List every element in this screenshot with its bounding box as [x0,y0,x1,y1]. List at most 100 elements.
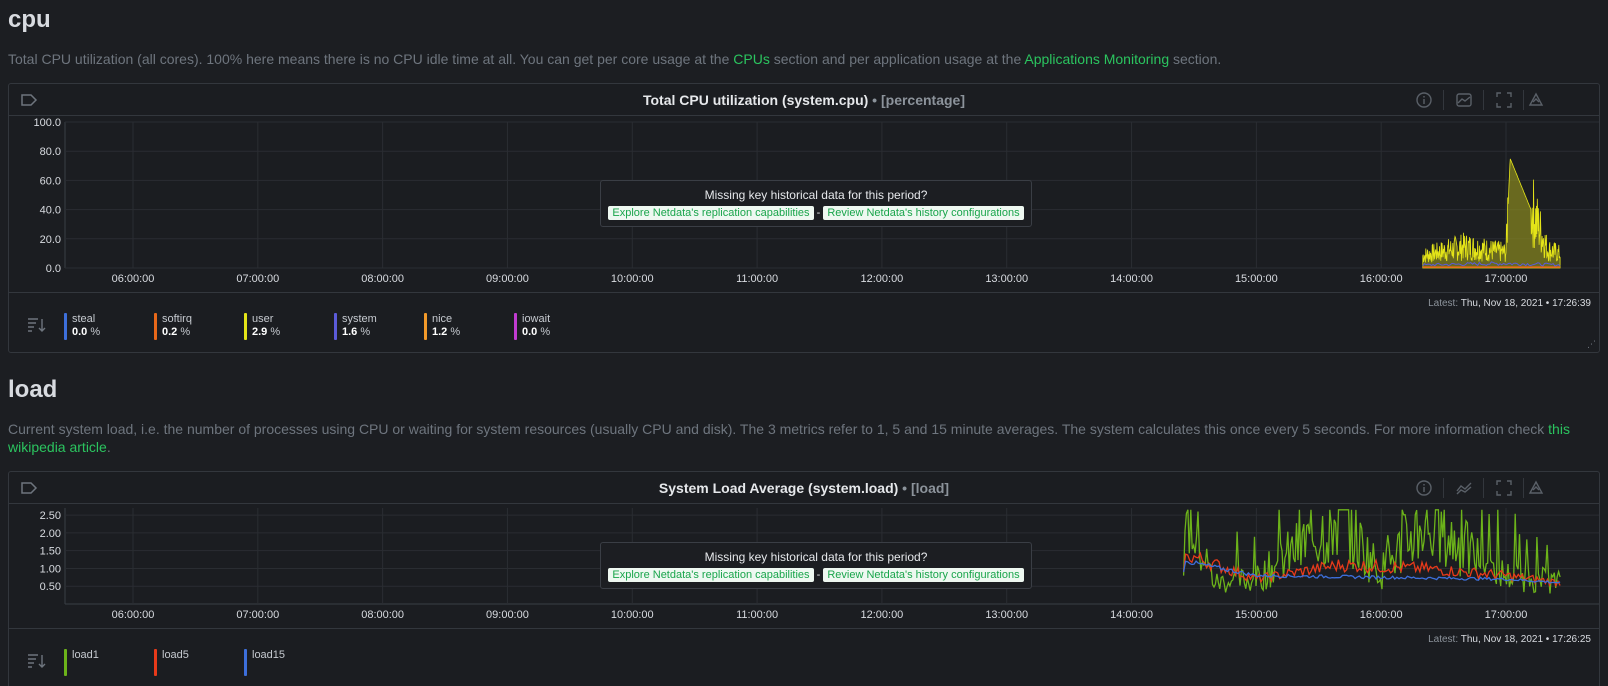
cpu-desc-text: Total CPU utilization (all cores). 100% … [8,51,734,67]
legend-swatch [64,649,67,676]
legend-swatch [64,313,67,340]
chart-tag-icon[interactable] [20,480,38,496]
cpu-description: Total CPU utilization (all cores). 100% … [8,50,1600,68]
legend-name: softirq [162,313,192,325]
chart-type-icon[interactable] [1455,91,1473,109]
legend-dimension-softirq[interactable]: softirq 0.2 % [154,313,234,341]
cpu-y-tick-label: 20.0 [40,234,61,246]
cpu-x-tick-label: 06:00:00 [112,273,155,285]
explore-replication-button[interactable]: Explore Netdata's replication capabiliti… [608,206,814,220]
legend-dimension-load15[interactable]: load15 [244,649,324,677]
missing-data-notice: Missing key historical data for this per… [600,180,1032,227]
cpu-y-tick-label: 100.0 [33,117,61,129]
legend-name: load15 [252,649,286,661]
legend-name: iowait [522,313,551,325]
cpu-desc-text-3: section. [1169,51,1222,67]
cpu-x-tick-label: 17:00:00 [1485,273,1528,285]
load-x-tick-label: 07:00:00 [236,609,279,621]
legend-dimension-iowait[interactable]: iowait 0.0 % [514,313,594,341]
cpu-chart-title-text: Total CPU utilization (system.cpu) [642,92,869,108]
series-system [1422,261,1561,267]
load-x-tick-label: 08:00:00 [361,609,404,621]
legend-dimension-steal[interactable]: steal 0.0 % [64,313,144,341]
cpus-link[interactable]: CPUs [733,51,770,67]
wikipedia-link[interactable]: this wikipedia article [8,421,1570,455]
legend-name: load1 [72,649,99,661]
legend-name: system [342,313,377,325]
legend-dimension-load1[interactable]: load1 [64,649,144,677]
load-y-tick-label: 2.50 [40,510,61,522]
fullscreen-icon[interactable] [1495,479,1513,497]
load-description: Current system load, i.e. the number of … [8,420,1600,456]
latest-value: Thu, Nov 18, 2021 • 17:26:25 [1460,634,1591,645]
info-icon[interactable] [1415,91,1433,109]
cpu-y-tick-label: 60.0 [40,175,61,187]
load-x-tick-label: 11:00:00 [736,609,778,621]
cpu-desc-text-2: section and per application usage at the [769,51,1025,67]
section-title-cpu: cpu [8,6,51,33]
cpu-x-tick-label: 15:00:00 [1235,273,1278,285]
chart-tag-icon[interactable] [20,92,38,108]
legend-value: 0.0 % [522,326,551,338]
load-chart-title-text: System Load Average (system.load) [658,480,899,496]
info-icon[interactable] [1415,479,1433,497]
legend-dimension-load5[interactable]: load5 [154,649,234,677]
legend-swatch [424,313,427,340]
load-y-tick-label: 2.00 [40,528,61,540]
load-x-tick-label: 15:00:00 [1235,609,1278,621]
fullscreen-icon[interactable] [1495,91,1513,109]
button-separator: - [816,569,821,581]
series-load15 [1182,560,1561,584]
alert-icon[interactable] [1527,479,1545,497]
latest-timestamp: Latest: Thu, Nov 18, 2021 • 17:26:25 [1428,634,1591,645]
cpu-chart-units: • [percentage] [868,92,965,108]
cpu-x-tick-label: 09:00:00 [486,273,529,285]
alert-icon[interactable] [1527,91,1545,109]
legend-swatch [244,649,247,676]
resize-handle-icon[interactable]: ⋰ [1587,339,1596,349]
legend-value: 1.2 % [432,326,461,338]
cpu-y-tick-label: 80.0 [40,146,61,158]
load-y-tick-label: 1.00 [40,563,61,575]
cpu-chart-title: Total CPU utilization (system.cpu) • [pe… [9,92,1599,108]
legend-value: 0.0 % [72,326,101,338]
legend-dimension-system[interactable]: system 1.6 % [334,313,414,341]
series-load1 [1182,509,1561,594]
legend-swatch [154,649,157,676]
latest-label: Latest: [1428,298,1459,309]
load-desc-text: Current system load, i.e. the number of … [8,421,1549,437]
explore-replication-button[interactable]: Explore Netdata's replication capabiliti… [608,568,814,582]
legend-swatch [154,313,157,340]
load-desc-text-2: . [106,439,111,455]
load-chart-title: System Load Average (system.load) • [loa… [9,480,1599,496]
series-load5 [1182,551,1561,588]
cpu-x-tick-label: 12:00:00 [860,273,903,285]
button-separator: - [816,207,821,219]
review-history-button[interactable]: Review Netdata's history configurations [823,206,1024,220]
series-user [1422,158,1561,269]
cpu-x-tick-label: 11:00:00 [736,273,778,285]
cpu-chart-plot[interactable]: 06:00:00 07:00:00 08:00:00 09:00:00 10:00:00… [9,116,1599,292]
latest-label: Latest: [1428,634,1459,645]
applications-monitoring-link[interactable]: Applications Monitoring [1024,51,1170,67]
legend-name: nice [432,313,453,325]
legend-dimension-user[interactable]: user 2.9 % [244,313,324,341]
cpu-x-tick-label: 10:00:00 [611,273,654,285]
line-chart-icon[interactable] [1455,479,1473,497]
load-x-tick-label: 14:00:00 [1110,609,1153,621]
legend-dimension-nice[interactable]: nice 1.2 % [424,313,504,341]
load-x-tick-label: 17:00:00 [1485,609,1528,621]
review-history-button[interactable]: Review Netdata's history configurations [823,568,1024,582]
missing-data-message: Missing key historical data for this per… [704,188,928,202]
load-y-tick-label: 1.50 [40,546,61,558]
sort-icon[interactable] [27,317,47,333]
load-x-tick-label: 13:00:00 [985,609,1028,621]
sort-icon[interactable] [27,653,47,669]
legend-value: 0.2 % [162,326,191,338]
load-x-tick-label: 16:00:00 [1360,609,1403,621]
legend-name: load5 [162,649,189,661]
load-chart-panel: System Load Average (system.load) • [loa… [8,471,1600,686]
cpu-x-tick-label: 13:00:00 [985,273,1028,285]
load-chart-plot[interactable]: 06:00:00 07:00:00 08:00:00 09:00:00 10:00:00… [9,504,1599,628]
cpu-x-tick-label: 14:00:00 [1110,273,1153,285]
